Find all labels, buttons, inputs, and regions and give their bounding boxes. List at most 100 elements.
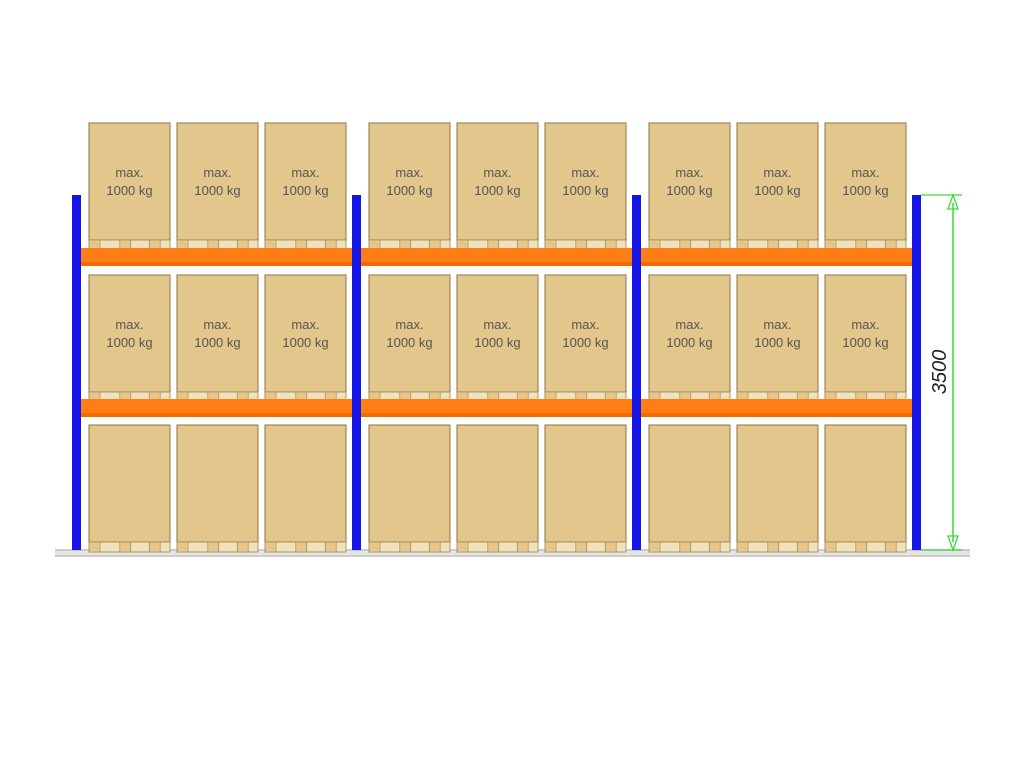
pallet-block bbox=[88, 541, 101, 553]
box-label-weight: 1000 kg bbox=[562, 335, 608, 350]
pallet-block bbox=[176, 541, 189, 553]
box-label-weight: 1000 kg bbox=[754, 335, 800, 350]
pallet-block bbox=[456, 541, 469, 553]
pallet-load: max. 1000 kg bbox=[456, 122, 539, 251]
load-beam-shade bbox=[79, 413, 354, 417]
box-label-weight: 1000 kg bbox=[474, 183, 520, 198]
load-beam bbox=[359, 248, 634, 266]
box-label-weight: 1000 kg bbox=[842, 183, 888, 198]
cargo-box bbox=[264, 122, 347, 241]
box-label-weight: 1000 kg bbox=[666, 183, 712, 198]
pallet-block bbox=[575, 541, 588, 553]
pallet-block bbox=[324, 541, 337, 553]
box-label-max: max. bbox=[291, 317, 319, 332]
pallet-block bbox=[119, 541, 132, 553]
box-label-weight: 1000 kg bbox=[842, 335, 888, 350]
pallet-load: max. 1000 kg bbox=[264, 122, 347, 251]
pallet-load: max. 1000 kg bbox=[264, 274, 347, 403]
box-label-weight: 1000 kg bbox=[106, 183, 152, 198]
box-label-max: max. bbox=[851, 317, 879, 332]
pallet-load: max. 1000 kg bbox=[544, 122, 627, 251]
pallet-load bbox=[88, 424, 171, 553]
pallet-block bbox=[855, 541, 868, 553]
cargo-box bbox=[544, 424, 627, 543]
pallet-loads: max. 1000 kg max. 1000 kg max. 1000 kg max. 100… bbox=[88, 122, 907, 553]
dimension-arrow-bottom-icon bbox=[947, 535, 959, 552]
box-label-max: max. bbox=[675, 165, 703, 180]
cargo-box bbox=[456, 122, 539, 241]
cargo-box bbox=[824, 424, 907, 543]
box-label-max: max. bbox=[203, 317, 231, 332]
pallet-load bbox=[736, 424, 819, 553]
box-label-max: max. bbox=[483, 165, 511, 180]
cargo-box bbox=[648, 274, 731, 393]
pallet-load: max. 1000 kg bbox=[368, 274, 451, 403]
cargo-box bbox=[176, 122, 259, 241]
cargo-box bbox=[736, 424, 819, 543]
pallet-block bbox=[207, 541, 220, 553]
pallet-block bbox=[399, 541, 412, 553]
box-label-max: max. bbox=[571, 317, 599, 332]
cargo-box bbox=[264, 424, 347, 543]
load-beams bbox=[79, 248, 914, 417]
pallet-load: max. 1000 kg bbox=[88, 122, 171, 251]
box-label-weight: 1000 kg bbox=[194, 335, 240, 350]
pallet-load bbox=[648, 424, 731, 553]
pallet-load: max. 1000 kg bbox=[648, 274, 731, 403]
pallet-load: max. 1000 kg bbox=[456, 274, 539, 403]
box-label-max: max. bbox=[115, 165, 143, 180]
pallet-block bbox=[236, 541, 249, 553]
cargo-box bbox=[176, 424, 259, 543]
pallet-load: max. 1000 kg bbox=[736, 122, 819, 251]
pallet-block bbox=[148, 541, 161, 553]
pallet-load bbox=[456, 424, 539, 553]
cargo-box bbox=[824, 274, 907, 393]
pallet-block bbox=[544, 541, 557, 553]
pallet-load bbox=[544, 424, 627, 553]
load-beam bbox=[79, 399, 354, 417]
load-beam bbox=[639, 248, 914, 266]
pallet-load: max. 1000 kg bbox=[648, 122, 731, 251]
box-label-max: max. bbox=[203, 165, 231, 180]
box-label-max: max. bbox=[395, 165, 423, 180]
dimension-arrow-top-icon bbox=[947, 193, 959, 210]
box-label-weight: 1000 kg bbox=[754, 183, 800, 198]
box-label-weight: 1000 kg bbox=[194, 183, 240, 198]
box-label-max: max. bbox=[763, 165, 791, 180]
box-label-weight: 1000 kg bbox=[282, 335, 328, 350]
pallet-block bbox=[767, 541, 780, 553]
box-label-weight: 1000 kg bbox=[474, 335, 520, 350]
pallet-load: max. 1000 kg bbox=[88, 274, 171, 403]
rack-upright bbox=[72, 195, 81, 550]
load-beam bbox=[639, 399, 914, 417]
cargo-box bbox=[456, 424, 539, 543]
pallet-load bbox=[824, 424, 907, 553]
pallet-load: max. 1000 kg bbox=[368, 122, 451, 251]
pallet-block bbox=[516, 541, 529, 553]
pallet-block bbox=[648, 541, 661, 553]
cargo-box bbox=[456, 274, 539, 393]
pallet-block bbox=[487, 541, 500, 553]
pallet-load: max. 1000 kg bbox=[824, 274, 907, 403]
floor-slab bbox=[55, 550, 970, 556]
cargo-box bbox=[736, 274, 819, 393]
cargo-box bbox=[368, 274, 451, 393]
cargo-box bbox=[648, 122, 731, 241]
box-label-max: max. bbox=[483, 317, 511, 332]
box-label-max: max. bbox=[851, 165, 879, 180]
cargo-box bbox=[264, 274, 347, 393]
cargo-box bbox=[368, 122, 451, 241]
pallet-block bbox=[884, 541, 897, 553]
box-label-weight: 1000 kg bbox=[106, 335, 152, 350]
height-dimension-label: 3500 bbox=[929, 350, 951, 395]
pallet-block bbox=[604, 541, 617, 553]
pallet-block bbox=[428, 541, 441, 553]
pallet-load: max. 1000 kg bbox=[176, 274, 259, 403]
rack-uprights bbox=[72, 195, 921, 550]
rack-upright bbox=[632, 195, 641, 550]
pallet-load bbox=[264, 424, 347, 553]
pallet-block bbox=[264, 541, 277, 553]
pallet-load bbox=[176, 424, 259, 553]
cargo-box bbox=[368, 424, 451, 543]
rack-upright bbox=[352, 195, 361, 550]
